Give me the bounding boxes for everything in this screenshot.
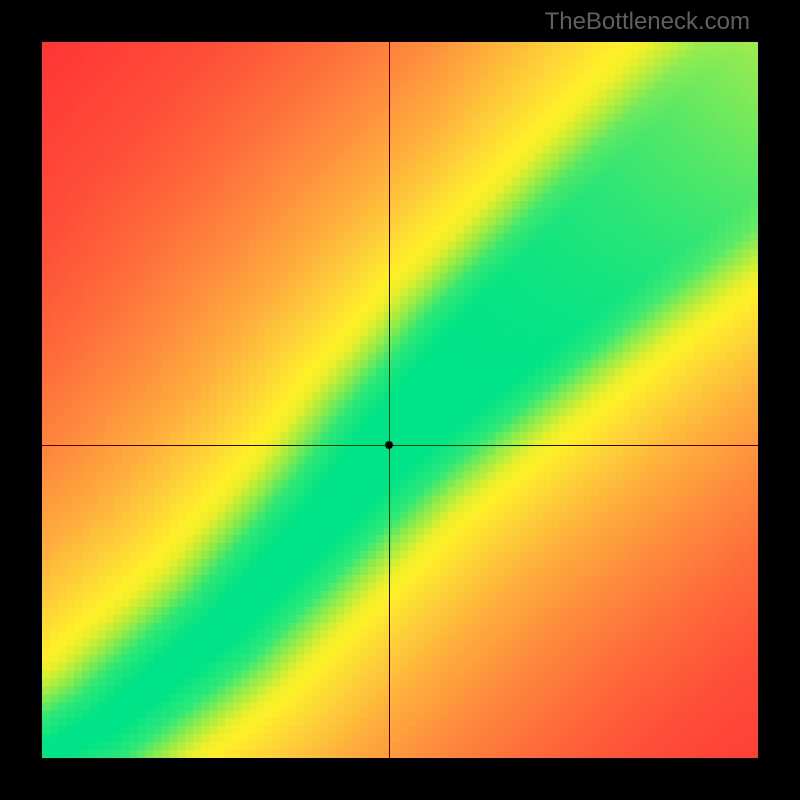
crosshair-vertical <box>389 42 390 758</box>
crosshair-horizontal <box>42 445 758 446</box>
watermark-text: TheBottleneck.com <box>545 8 750 36</box>
marker-point <box>385 441 393 449</box>
heatmap-canvas <box>42 42 758 758</box>
heatmap-plot <box>42 42 758 758</box>
